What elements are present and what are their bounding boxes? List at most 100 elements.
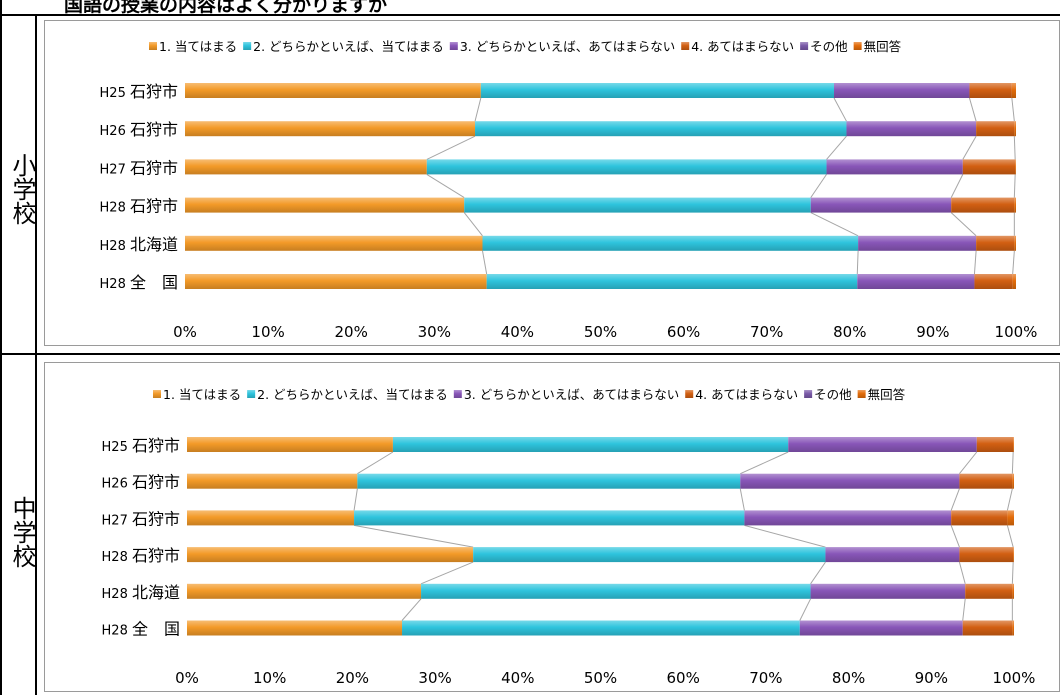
x-tick-label: 20%	[336, 669, 369, 687]
category-year: H28	[102, 624, 132, 639]
series-connector-line	[950, 525, 960, 548]
bar-row: H28 全 国	[102, 620, 1014, 639]
bar-segment	[799, 620, 963, 636]
bar-segment	[475, 121, 847, 137]
legend-swatch	[149, 42, 157, 50]
chart-panel-junior-high: 1. 当てはまる 2. どちらかといえば、当てはまる 3. どちらかといえば、あては…	[44, 362, 1060, 692]
category-year: H28	[100, 277, 130, 292]
series-connector-line	[1011, 562, 1014, 584]
legend-swatch	[804, 390, 813, 398]
category-place: 石狩市	[132, 473, 180, 492]
bar-row: H28 石狩市	[100, 197, 1016, 216]
bar-segment	[426, 159, 827, 175]
x-tick-label: 0%	[173, 323, 197, 341]
series-connector-line	[856, 250, 859, 275]
bar-segment	[187, 437, 393, 452]
category-place: 石狩市	[132, 509, 180, 528]
bar-segment	[846, 121, 977, 137]
section-label-junior-high: 中学校	[8, 496, 36, 568]
bar-segment	[486, 274, 858, 289]
category-place: 北海道	[132, 583, 180, 602]
category-year: H28	[102, 550, 132, 565]
series-connector-line	[1006, 525, 1014, 548]
category-year: H28	[100, 239, 130, 254]
series-connector-line	[810, 561, 826, 585]
bar-segment	[1015, 159, 1016, 175]
bar-segment	[1014, 197, 1016, 213]
bar-segment	[357, 473, 741, 489]
bar-row: H28 石狩市	[102, 546, 1014, 565]
series-connector-line	[420, 561, 474, 585]
x-tick-label: 40%	[501, 323, 534, 341]
category-label: H26 石狩市	[100, 120, 178, 139]
chart-legend: 1. 当てはまる 2. どちらかといえば、当てはまる 3. どちらかといえば、あては…	[149, 39, 902, 54]
x-axis: 0% 10% 20% 30% 40% 50% 60% 70% 80% 90% 100%	[173, 323, 1037, 341]
bar-segment	[962, 159, 1016, 175]
category-place: 石狩市	[130, 158, 178, 177]
bar-segment	[1012, 583, 1014, 599]
category-label: H25 石狩市	[100, 82, 178, 101]
category-year: H25	[100, 86, 130, 101]
series-connector-line	[1013, 174, 1016, 198]
bar-segment	[185, 83, 481, 98]
bar-segment	[969, 83, 1012, 98]
category-year: H28	[100, 201, 130, 216]
x-tick-label: 70%	[750, 323, 783, 341]
bar-segment	[1014, 121, 1016, 137]
category-place: 全 国	[132, 620, 180, 639]
x-tick-label: 100%	[993, 669, 1036, 687]
bar-segment	[858, 235, 977, 251]
chart-elementary: 1. 当てはまる 2. どちらかといえば、当てはまる 3. どちらかといえば、あては…	[100, 39, 1038, 341]
bar-row: H28 北海道	[100, 235, 1016, 254]
series-connector-line	[426, 135, 476, 160]
chart-panel-elementary: 1. 当てはまる 2. どちらかといえば、当てはまる 3. どちらかといえば、あては…	[44, 20, 1060, 346]
bar-segment	[482, 235, 859, 251]
category-label: H28 北海道	[100, 235, 178, 254]
series-connector-line	[463, 212, 483, 237]
category-label: H28 石狩市	[100, 197, 178, 216]
x-tick-label: 90%	[915, 669, 948, 687]
legend-swatch	[449, 42, 458, 50]
legend-swatch	[853, 42, 862, 50]
category-year: H25	[102, 440, 132, 455]
category-place: 石狩市	[130, 197, 178, 216]
x-tick-label: 30%	[418, 669, 451, 687]
series-connector-line	[959, 451, 978, 475]
x-tick-label: 50%	[584, 669, 617, 687]
title-bar: 国語の授業の内容はよく分かりますか	[0, 0, 1060, 16]
legend-entry: その他	[810, 39, 848, 54]
x-tick-label: 60%	[667, 323, 700, 341]
bar-segment	[959, 473, 1013, 489]
bar-segment	[744, 510, 952, 526]
bar-row: H25 石狩市	[102, 436, 1014, 455]
bar-segment	[402, 620, 800, 636]
bar-row: H26 石狩市	[102, 473, 1014, 492]
bar-segment	[857, 274, 975, 289]
category-place: 石狩市	[130, 82, 178, 101]
category-year: H27	[102, 513, 132, 528]
bar-segment	[976, 235, 1015, 251]
bar-segment	[480, 83, 835, 98]
bar-row: H28 北海道	[102, 583, 1014, 602]
legend-swatch	[685, 390, 694, 398]
category-place: 石狩市	[130, 120, 178, 139]
bar-segment	[185, 235, 483, 251]
legend-entry: 2. どちらかといえば、当てはまる	[257, 387, 448, 402]
bar-segment	[185, 274, 487, 289]
bar-segment	[788, 437, 977, 452]
legend-entry: 2. どちらかといえば、当てはまる	[253, 39, 444, 54]
section-divider	[0, 353, 1060, 355]
bar-segment	[810, 583, 966, 599]
bar-segment	[1012, 620, 1014, 636]
bar-segment	[962, 620, 1013, 636]
legend-swatch	[243, 42, 252, 50]
bar-segment	[1011, 83, 1016, 98]
bar-segment	[187, 620, 403, 636]
series-connector-line	[353, 488, 358, 511]
series-connector-line	[833, 97, 847, 122]
bar-row: H25 石狩市	[100, 82, 1016, 101]
x-tick-label: 50%	[584, 323, 617, 341]
bar-row: H27 石狩市	[100, 158, 1016, 177]
category-label: H28 全 国	[102, 620, 180, 639]
